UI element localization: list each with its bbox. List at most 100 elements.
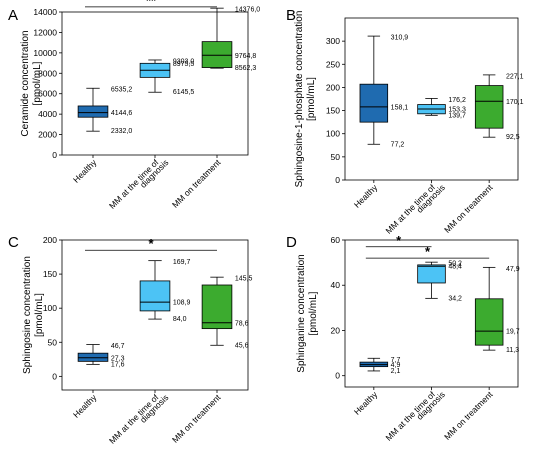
value-label-median: 4144,6: [111, 110, 133, 117]
panel-d: D 0 20 40 60 Sphinganine concentration [pmol/m…: [286, 233, 520, 443]
value-label-median: 27,3: [111, 355, 125, 362]
significance-marker: *: [396, 233, 402, 248]
y-tick-label: 150: [43, 269, 57, 279]
panel-c: C 0 50 100 150 200 Sphingosine concentration [p…: [8, 234, 253, 446]
box-iqr: [359, 83, 389, 123]
y-tick-label: 300: [326, 36, 340, 46]
value-label-min: 77,2: [391, 141, 405, 148]
x-tick-label: MM on treatment: [170, 392, 223, 445]
box-iqr: [417, 264, 446, 284]
box-iqr: [474, 85, 504, 129]
value-label-max: 176,2: [448, 97, 466, 104]
significance-marker: *: [148, 236, 154, 251]
panel-letter: D: [286, 234, 297, 251]
y-tick-label: 50: [331, 152, 341, 162]
x-tick-label: MM on treatment: [442, 389, 495, 442]
value-label-min: 2332,0: [111, 128, 133, 135]
y-tick-label: 6000: [38, 89, 57, 99]
value-label-q3: 8975,5: [173, 61, 195, 68]
value-label-median: 108,9: [173, 300, 191, 307]
y-tick-label: 4000: [38, 109, 57, 119]
y-axis-label-unit: [pmol/mL]: [306, 77, 317, 121]
value-label-max: 14376,0: [235, 7, 260, 14]
x-tick-label: Healthy: [352, 182, 380, 210]
y-tick-label: 2000: [38, 130, 57, 140]
x-tick-label: MM at the time of: [383, 389, 437, 443]
y-axis-label: Sphingosine-1-phosphate concentration: [294, 11, 305, 188]
value-label-min: 92,5: [506, 134, 520, 141]
value-label-median: 19,7: [506, 329, 520, 336]
box-iqr: [474, 298, 504, 346]
y-tick-label: 40: [331, 280, 341, 290]
x-tick-label: MM on treatment: [442, 182, 495, 235]
y-tick-label: 50: [48, 337, 58, 347]
y-axis-label: Ceramide concentration: [20, 30, 31, 136]
x-tick-label: MM at the time of: [107, 392, 161, 446]
value-label-median: 9764,8: [235, 53, 257, 60]
y-tick-label: 60: [331, 235, 341, 245]
x-tick-label: Healthy: [71, 157, 99, 185]
value-label-min: 34,2: [448, 295, 462, 302]
value-label-median: 4,9: [391, 362, 401, 369]
y-tick-label: 250: [326, 59, 340, 69]
value-label-max: 145,5: [235, 276, 253, 283]
value-label-max: 46,7: [111, 343, 125, 350]
y-axis-label: Sphingosine concentration: [22, 256, 33, 374]
value-label-min: 45,6: [235, 342, 249, 349]
y-axis-label: Sphinganine concentration: [296, 254, 307, 372]
value-label-max: 227,1: [506, 73, 524, 80]
y-axis-label-unit: [pmol/mL]: [308, 291, 319, 335]
y-tick-label: 200: [43, 235, 57, 245]
value-label-min: 6145,5: [173, 89, 195, 96]
y-tick-label: 12000: [33, 27, 57, 37]
value-label-median: 153,3: [448, 107, 466, 114]
value-label-max: 7,7: [391, 357, 401, 364]
y-tick-label: 10000: [33, 48, 57, 58]
x-tick-label: Healthy: [71, 392, 99, 420]
x-tick-label: MM at the time of: [383, 182, 437, 236]
y-tick-label: 20: [331, 325, 341, 335]
panel-a: A 0 2000 4000 6000 8000 10000 12000 14000 Ceramid…: [8, 0, 260, 211]
value-label-max: 9303,0: [173, 58, 195, 65]
significance-marker: **: [146, 0, 157, 8]
value-label-max: 169,7: [173, 259, 191, 266]
box-iqr: [201, 284, 233, 330]
y-axis-label-unit: [pmol/mL]: [34, 293, 45, 337]
box-iqr: [77, 105, 109, 118]
panel-letter: A: [8, 7, 18, 24]
y-tick-label: 100: [326, 129, 340, 139]
value-label-median: 48,4: [448, 264, 462, 271]
y-tick-label: 8000: [38, 68, 57, 78]
x-tick-label: MM on treatment: [170, 157, 223, 210]
y-tick-label: 100: [43, 303, 57, 313]
value-label-min: 84,0: [173, 316, 187, 323]
value-label-min: 2,1: [391, 368, 401, 375]
y-tick-label: 150: [326, 106, 340, 116]
value-label-median: 78,6: [235, 320, 249, 327]
y-tick-label: 200: [326, 82, 340, 92]
y-tick-label: 0: [52, 150, 57, 160]
value-label-q1: 8562,3: [235, 65, 257, 72]
value-label-median: 170,1: [506, 99, 524, 106]
value-label-median: 158,1: [391, 104, 409, 111]
y-tick-label: 0: [335, 371, 340, 381]
value-label-max: 310,9: [391, 35, 409, 42]
y-tick-label: 0: [335, 175, 340, 185]
value-label-max: 6535,2: [111, 87, 133, 94]
value-label-max: 50,2: [448, 261, 462, 268]
value-label-min: 139,7: [448, 112, 466, 119]
x-tick-label: Healthy: [352, 389, 380, 417]
panel-b: B 0 50 100 150 200 250 300 Sphingosine-1-phospha…: [286, 7, 524, 236]
y-tick-label: 14000: [33, 7, 57, 17]
y-axis-label-unit: [pmol/mL]: [32, 61, 43, 105]
panel-letter: C: [8, 234, 19, 251]
box-iqr: [139, 280, 171, 312]
panel-letter: B: [286, 7, 296, 24]
value-label-min: 17,6: [111, 361, 125, 368]
significance-marker: *: [425, 244, 431, 259]
value-label-max: 47,9: [506, 266, 520, 273]
value-label-min: 11,3: [506, 347, 519, 354]
box-iqr: [201, 41, 233, 68]
y-tick-label: 0: [52, 371, 57, 381]
